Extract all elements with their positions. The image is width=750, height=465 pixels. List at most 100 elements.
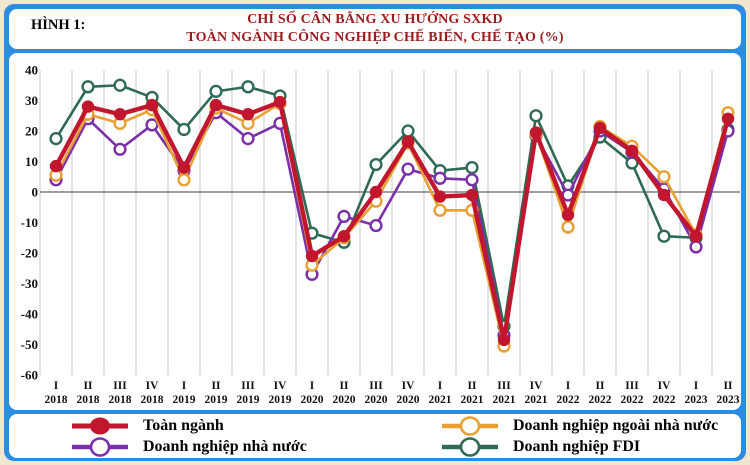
data-point [81, 100, 95, 113]
x-tick-year: 2020 [397, 394, 420, 406]
data-point [625, 144, 639, 158]
data-point [529, 126, 543, 139]
x-tick-year: 2022 [653, 394, 676, 406]
data-point [497, 333, 511, 347]
y-tick-label: -50 [21, 337, 38, 352]
data-point [113, 142, 127, 156]
data-point [529, 109, 543, 123]
y-tick-label: 30 [25, 93, 38, 108]
data-point [593, 121, 607, 135]
x-tick-quarter: II [212, 380, 221, 392]
x-tick-year: 2018 [141, 394, 164, 406]
data-point [241, 132, 255, 146]
data-point [401, 135, 415, 148]
x-tick-quarter: I [54, 380, 59, 392]
x-tick-year: 2021 [493, 394, 516, 406]
data-point [81, 80, 95, 94]
data-point [657, 170, 671, 184]
chart-title-line1: CHỈ SỐ CÂN BẰNG XU HƯỚNG SXKD [247, 11, 503, 27]
data-point [465, 188, 479, 202]
data-point [145, 118, 159, 132]
x-tick-quarter: II [596, 380, 605, 392]
data-point [177, 173, 191, 187]
x-tick-quarter: III [241, 380, 255, 392]
data-point [113, 78, 127, 92]
x-tick-year: 2018 [109, 394, 132, 406]
y-tick-label: 20 [25, 124, 38, 139]
data-point [689, 240, 703, 254]
x-tick-quarter: I [310, 380, 315, 392]
data-point [337, 230, 351, 243]
data-point [465, 173, 479, 187]
legend-marker-nha-nuoc-icon [72, 436, 128, 457]
x-tick-quarter: III [369, 380, 383, 392]
x-tick-quarter: II [468, 380, 477, 392]
series-line-3 [54, 83, 730, 328]
x-tick-quarter: IV [146, 380, 159, 392]
data-point [433, 203, 447, 217]
y-tick-label: 0 [32, 185, 39, 200]
x-tick-year: 2023 [685, 394, 708, 406]
chart-title-line2: TOÀN NGÀNH CÔNG NGHIỆP CHẾ BIẾN, CHẾ TẠO… [186, 30, 564, 45]
data-point [209, 98, 223, 112]
legend-label-nha-nuoc: Doanh nghiệp nhà nước [143, 437, 307, 455]
x-tick-year: 2019 [237, 394, 260, 406]
x-tick-year: 2021 [461, 394, 484, 406]
x-tick-year: 2020 [365, 394, 388, 406]
x-tick-year: 2021 [525, 394, 548, 406]
x-tick-quarter: III [497, 380, 511, 392]
series-line-2 [54, 102, 730, 348]
data-point [177, 122, 191, 137]
legend-label-toan-nganh: Toàn ngành [143, 416, 224, 434]
data-point [369, 218, 383, 233]
x-tick-year: 2022 [557, 394, 580, 406]
y-tick-label: 40 [25, 63, 38, 78]
x-tick-year: 2018 [77, 394, 100, 406]
y-tick-label: -10 [21, 215, 38, 230]
legend-item-ngoai-nha-nuoc: Doanh nghiệp ngoài nhà nước [441, 415, 741, 436]
data-point [241, 80, 255, 94]
data-point [433, 171, 447, 185]
data-point [273, 95, 287, 109]
x-tick-quarter: II [724, 380, 733, 392]
y-tick-label: 10 [25, 154, 38, 169]
x-tick-quarter: IV [658, 380, 671, 392]
data-point [401, 162, 415, 176]
x-tick-quarter: IV [402, 380, 415, 392]
x-tick-year: 2019 [205, 394, 228, 406]
x-tick-year: 2021 [429, 394, 452, 406]
x-tick-year: 2023 [717, 394, 740, 406]
data-point [49, 132, 63, 146]
data-point [145, 98, 159, 112]
data-point [561, 220, 575, 234]
x-tick-year: 2022 [589, 394, 612, 406]
data-point [465, 160, 479, 175]
data-point [433, 190, 447, 203]
x-tick-year: 2020 [333, 394, 356, 406]
data-point [305, 249, 319, 263]
data-point [721, 112, 735, 125]
data-point [657, 229, 671, 243]
data-point [369, 157, 383, 172]
x-tick-year: 2019 [269, 394, 292, 406]
data-point [369, 185, 383, 199]
y-tick-label: -40 [21, 307, 38, 322]
data-point [337, 209, 351, 224]
x-tick-year: 2020 [301, 394, 324, 406]
legend-marker-ngoai-nha-nuoc-icon [442, 415, 498, 436]
y-tick-label: -60 [21, 368, 38, 383]
x-tick-quarter: I [182, 380, 187, 392]
data-point [657, 188, 671, 202]
legend-panel: Toàn ngành Doanh nghiệp ngoài nhà nước D… [9, 414, 741, 458]
x-tick-quarter: II [84, 380, 93, 392]
chart-canvas: 403020100-10-20-30-40-50-60I2018II2018II… [21, 63, 740, 406]
x-tick-quarter: I [566, 380, 571, 392]
x-tick-quarter: IV [274, 380, 287, 392]
x-tick-quarter: IV [530, 380, 543, 392]
chart-title: CHỈ SỐ CÂN BẰNG XU HƯỚNG SXKD TOÀN NGÀNH… [9, 9, 741, 49]
legend-label-ngoai-nha-nuoc: Doanh nghiệp ngoài nhà nước [513, 416, 719, 434]
x-tick-year: 2019 [173, 394, 196, 406]
data-point [113, 108, 127, 121]
x-tick-quarter: II [340, 380, 349, 392]
legend-marker-toan-nganh-icon [72, 417, 128, 434]
